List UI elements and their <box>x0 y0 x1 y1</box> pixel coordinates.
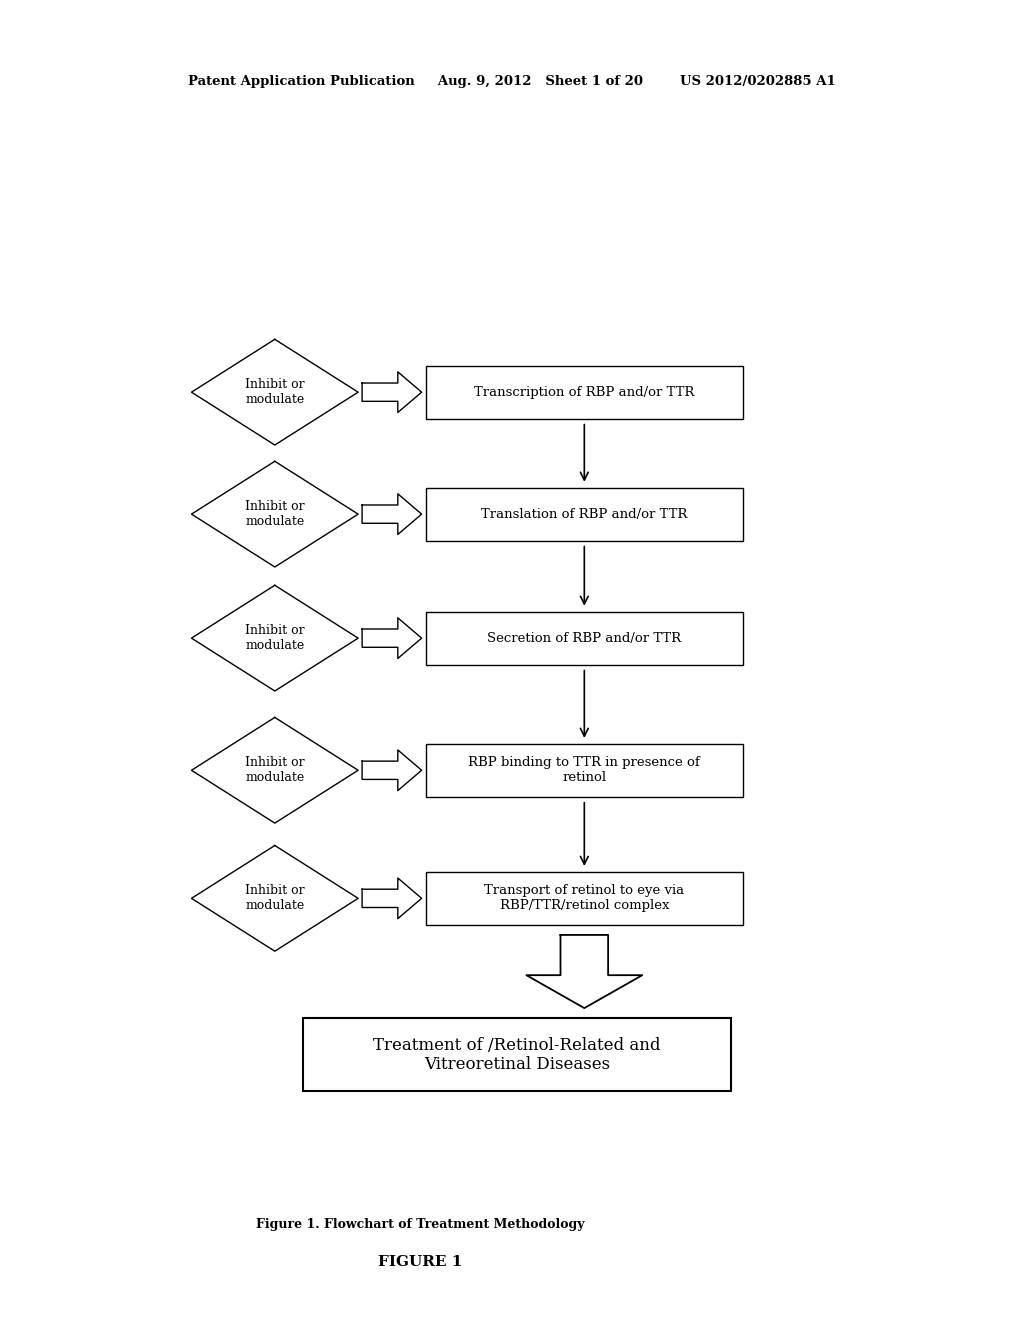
Text: Figure 1. Flowchart of Treatment Methodology: Figure 1. Flowchart of Treatment Methodo… <box>256 1218 584 1232</box>
Text: Inhibit or
modulate: Inhibit or modulate <box>245 378 304 407</box>
Bar <box>303 1018 731 1092</box>
Text: Inhibit or
modulate: Inhibit or modulate <box>245 500 304 528</box>
Text: Secretion of RBP and/or TTR: Secretion of RBP and/or TTR <box>487 632 681 644</box>
Text: Inhibit or
modulate: Inhibit or modulate <box>245 884 304 912</box>
Text: Inhibit or
modulate: Inhibit or modulate <box>245 756 304 784</box>
Text: Transport of retinol to eye via
RBP/TTR/retinol complex: Transport of retinol to eye via RBP/TTR/… <box>484 884 684 912</box>
Text: FIGURE 1: FIGURE 1 <box>378 1255 462 1269</box>
Text: Inhibit or
modulate: Inhibit or modulate <box>245 624 304 652</box>
Bar <box>426 366 743 418</box>
Text: RBP binding to TTR in presence of
retinol: RBP binding to TTR in presence of retino… <box>468 756 700 784</box>
Bar <box>426 744 743 797</box>
Bar <box>426 487 743 541</box>
Text: Treatment of /Retinol-Related and
Vitreoretinal Diseases: Treatment of /Retinol-Related and Vitreo… <box>373 1036 660 1073</box>
Bar <box>426 611 743 664</box>
Text: Transcription of RBP and/or TTR: Transcription of RBP and/or TTR <box>474 385 694 399</box>
Text: Patent Application Publication     Aug. 9, 2012   Sheet 1 of 20        US 2012/0: Patent Application Publication Aug. 9, 2… <box>188 75 836 88</box>
Text: Translation of RBP and/or TTR: Translation of RBP and/or TTR <box>481 508 687 520</box>
Bar <box>426 873 743 925</box>
